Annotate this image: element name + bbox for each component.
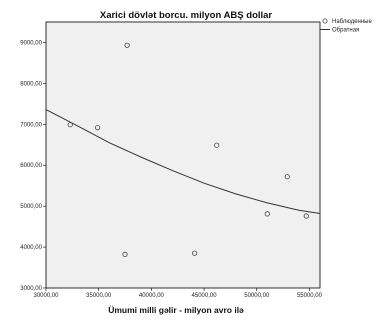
fit-line-layer <box>45 109 321 214</box>
legend: Наблюденные Обратная <box>320 18 372 34</box>
data-point <box>303 213 309 219</box>
y-tick-label: 9000,00 <box>20 40 42 46</box>
data-point <box>122 251 128 257</box>
points-layer <box>67 42 309 257</box>
tick-layer: 30000,00 35000,00 40000,00 45000,00 50000,00… <box>20 40 322 299</box>
data-point <box>264 211 270 217</box>
chart-title: Xarici dövlət borcu. milyon ABŞ dollar <box>100 10 273 21</box>
y-tick-label: 8000,00 <box>20 81 42 87</box>
x-tick-label: 40000,00 <box>139 293 165 299</box>
y-tick-label: 3000,00 <box>20 286 42 292</box>
legend-label-observed: Наблюденные <box>332 19 372 25</box>
legend-label-fit-line: Обратная <box>332 28 359 34</box>
data-point <box>67 122 73 128</box>
x-tick-label: 45000,00 <box>192 293 218 299</box>
y-tick-label: 4000,00 <box>20 245 42 251</box>
y-tick-label: 6000,00 <box>20 163 42 169</box>
y-tick-label: 7000,00 <box>20 122 42 128</box>
data-point <box>124 42 130 48</box>
legend-marker-observed <box>322 18 328 24</box>
x-tick-label: 55000,00 <box>297 293 323 299</box>
plot-area <box>45 21 321 289</box>
data-point <box>95 125 101 131</box>
data-point <box>284 174 290 180</box>
x-tick-label: 50000,00 <box>244 293 270 299</box>
y-tick-label: 5000,00 <box>20 204 42 210</box>
fit-line <box>45 109 321 214</box>
x-axis-title: Ümumi milli gəlir - milyon avro ilə <box>108 305 244 315</box>
data-point <box>214 142 220 148</box>
x-tick-label: 35000,00 <box>86 293 112 299</box>
x-tick-label: 30000,00 <box>33 293 59 299</box>
data-point <box>192 250 198 256</box>
